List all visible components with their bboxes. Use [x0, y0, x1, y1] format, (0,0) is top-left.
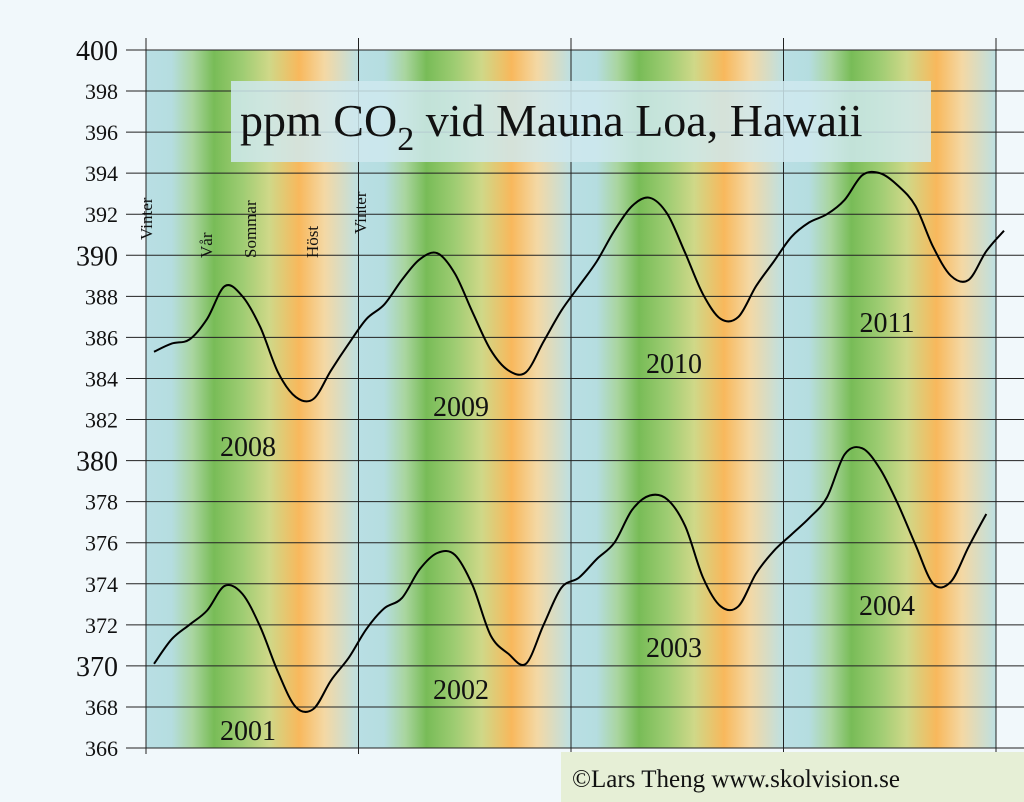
year-label-2004: 2004 [859, 591, 915, 622]
title-box [231, 81, 931, 162]
y-tick-label: 386 [85, 325, 118, 350]
season-labels: Vinter Vår Sommar Höst Vinter [137, 191, 370, 258]
season-label-höst: Höst [303, 226, 322, 258]
season-bands [146, 50, 996, 748]
season-band-2 [571, 50, 784, 748]
credit-group: ©Lars Theng www.skolvision.se [561, 752, 1024, 802]
credit-text: ©Lars Theng www.skolvision.se [572, 766, 900, 793]
chart-title-group: ppm CO2 vid Mauna Loa, Hawaii [231, 81, 931, 162]
y-tick-label: 394 [85, 161, 118, 186]
y-tick-label: 392 [85, 202, 118, 227]
season-label-vinter: Vinter [137, 197, 156, 240]
year-label-2003: 2003 [646, 633, 702, 664]
y-tick-label: 378 [85, 490, 118, 515]
y-tick-label: 388 [85, 284, 118, 309]
co2-series [153, 170, 1005, 713]
y-tick-label: 374 [85, 572, 118, 597]
y-tick-label: 382 [85, 408, 118, 433]
y-tick-label: 396 [85, 120, 118, 145]
year-label-2008: 2008 [220, 432, 276, 463]
season-label-vår: Vår [197, 232, 216, 258]
series-line-upper [153, 170, 1005, 403]
series-line-lower [153, 446, 988, 713]
y-tick-label: 398 [85, 79, 118, 104]
season-band-1 [358, 50, 571, 748]
season-band-3 [783, 50, 996, 748]
credit-box [561, 752, 1024, 802]
year-label-2009: 2009 [433, 392, 489, 423]
chart-title: ppm CO2 vid Mauna Loa, Hawaii [240, 95, 863, 158]
season-label-vinter: Vinter [351, 191, 370, 234]
year-label-2011: 2011 [860, 308, 915, 339]
y-tick-label: 372 [85, 613, 118, 638]
season-label-sommar: Sommar [241, 200, 260, 258]
y-tick-label: 370 [76, 652, 118, 683]
y-tick-label: 366 [85, 736, 118, 761]
y-tick-label: 380 [76, 447, 118, 478]
y-tick-label: 390 [76, 241, 118, 272]
y-tick-label: 376 [85, 531, 118, 556]
y-axis-tick-labels: 366 368 370 372 374 376 378 380 382 384 386 388 390 3… [76, 36, 118, 761]
title-subscript: 2 [397, 121, 414, 158]
y-tick-label: 368 [85, 695, 118, 720]
year-label-2002: 2002 [433, 675, 489, 706]
year-label-2001: 2001 [220, 716, 276, 747]
y-tick-label: 384 [85, 366, 118, 391]
year-labels: 2008 2009 2010 2011 2001 2002 2003 2004 [220, 308, 915, 747]
y-tick-label: 400 [76, 36, 118, 67]
year-label-2010: 2010 [646, 349, 702, 380]
